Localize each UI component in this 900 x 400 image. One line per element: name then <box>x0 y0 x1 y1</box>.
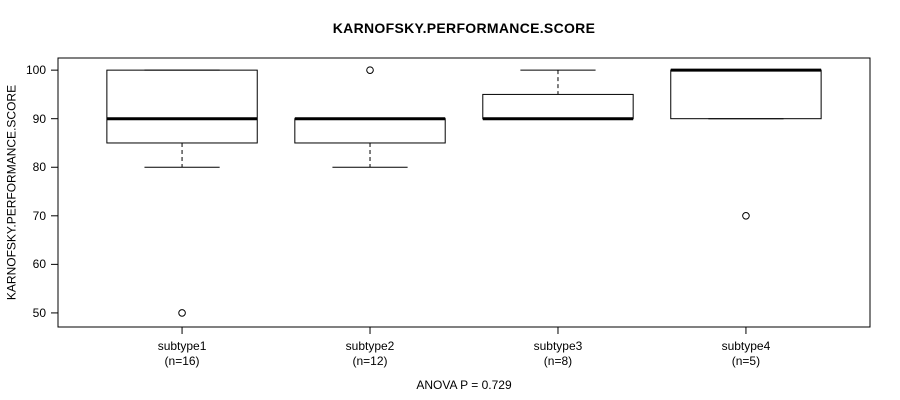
x-group-label-subtype1: subtype1 (n=16) <box>122 339 242 369</box>
group-name: subtype4 <box>721 339 771 353</box>
y-tick-label: 60 <box>32 257 46 272</box>
group-name: subtype1 <box>157 339 207 353</box>
outlier-subtype2 <box>366 66 374 74</box>
box-subtype1 <box>106 69 258 144</box>
group-name: subtype3 <box>533 339 583 353</box>
chart-title: KARNOFSKY.PERFORMANCE.SCORE <box>332 20 596 36</box>
anova-p-caption: ANOVA P = 0.729 <box>416 378 512 392</box>
x-group-label-subtype3: subtype3 (n=8) <box>498 339 618 369</box>
y-tick-label: 50 <box>32 305 46 320</box>
x-group-label-subtype4: subtype4 (n=5) <box>686 339 806 369</box>
group-name: subtype2 <box>345 339 395 353</box>
outlier-subtype4 <box>742 212 750 220</box>
group-n-count: (n=12) <box>352 354 388 368</box>
box-subtype4 <box>670 69 822 120</box>
x-group-label-subtype2: subtype2 (n=12) <box>310 339 430 369</box>
outlier-subtype1 <box>178 309 186 317</box>
box-subtype2 <box>294 118 446 144</box>
plot-frame <box>57 57 871 328</box>
y-tick-label: 80 <box>32 160 46 175</box>
group-n-count: (n=5) <box>731 354 761 368</box>
group-n-count: (n=16) <box>164 354 200 368</box>
y-tick-label: 70 <box>32 208 46 223</box>
group-n-count: (n=8) <box>543 354 573 368</box>
box-subtype3 <box>482 93 634 120</box>
y-tick-label: 90 <box>32 111 46 126</box>
y-tick-label: 100 <box>25 63 46 78</box>
